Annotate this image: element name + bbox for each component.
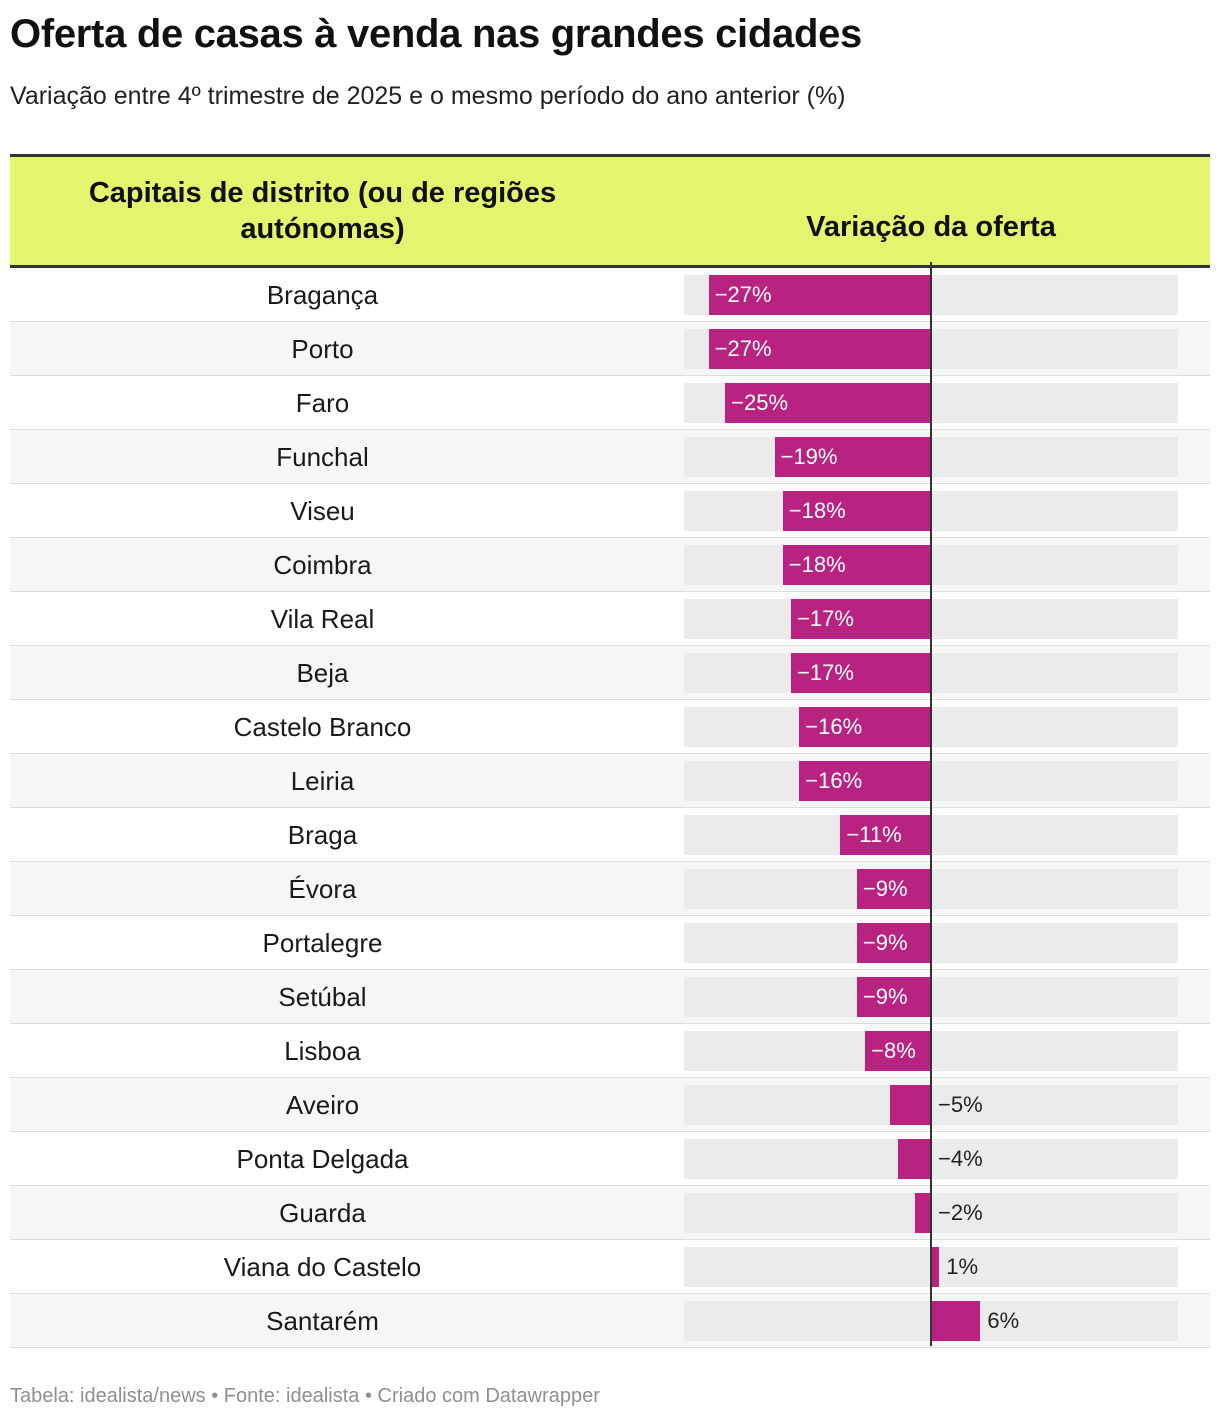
city-name: Viseu xyxy=(290,496,355,526)
value-label: −25% xyxy=(731,390,789,415)
table-row: Bragança −27% xyxy=(10,268,1210,322)
city-name: Funchal xyxy=(276,442,369,472)
city-name: Bragança xyxy=(266,280,379,310)
value-label: −17% xyxy=(797,660,854,685)
variation-bar xyxy=(782,491,931,531)
table-row: Beja −17% xyxy=(10,646,1210,700)
city-name: Ponta Delgada xyxy=(236,1144,409,1174)
variation-bar xyxy=(931,1247,940,1287)
column-header-variation[interactable]: Variação da oferta xyxy=(806,211,1056,243)
table-row: Porto −27% xyxy=(10,322,1210,376)
value-label: −5% xyxy=(938,1092,983,1117)
table-row: Braga −11% xyxy=(10,808,1210,862)
table-row: Aveiro −5% xyxy=(10,1078,1210,1132)
value-label: −27% xyxy=(714,282,772,307)
value-label: −27% xyxy=(714,336,772,361)
table-row: Leiria −16% xyxy=(10,754,1210,808)
value-label: −4% xyxy=(938,1146,983,1171)
variation-bar xyxy=(782,545,931,585)
value-label: −18% xyxy=(788,552,846,577)
value-label: −9% xyxy=(862,930,908,955)
variation-bar xyxy=(791,653,931,693)
table-header: Capitais de distrito (ou de regiões autó… xyxy=(10,154,1210,268)
value-label: −18% xyxy=(788,498,846,523)
city-name: Lisboa xyxy=(284,1036,361,1066)
city-name: Beja xyxy=(296,658,349,688)
variation-bar xyxy=(799,761,931,801)
city-name: Faro xyxy=(295,388,350,418)
footer-credits: Tabela: idealista/news • Fonte: idealist… xyxy=(10,1385,600,1407)
data-table: Capitais de distrito (ou de regiões autó… xyxy=(10,154,1210,1348)
variation-bar xyxy=(865,1031,931,1071)
value-label: 1% xyxy=(946,1254,979,1279)
variation-bar xyxy=(856,869,931,909)
table-row: Setúbal −9% xyxy=(10,970,1210,1024)
table-row: Funchal −19% xyxy=(10,430,1210,484)
variation-bar xyxy=(799,707,931,747)
value-label: −9% xyxy=(862,876,908,901)
table-row: Castelo Branco −16% xyxy=(10,700,1210,754)
city-name: Braga xyxy=(287,820,358,850)
city-name: Santarém xyxy=(266,1306,379,1336)
table-row: Lisboa −8% xyxy=(10,1024,1210,1078)
city-name: Setúbal xyxy=(278,982,367,1012)
bar-track: −25% xyxy=(684,383,1178,423)
table-row: Ponta Delgada −4% xyxy=(10,1132,1210,1186)
value-label: −16% xyxy=(805,714,863,739)
zero-baseline xyxy=(930,262,932,1346)
city-name: Vila Real xyxy=(270,604,375,634)
value-label: 6% xyxy=(987,1308,1020,1333)
value-label: −17% xyxy=(797,606,854,631)
value-label: −9% xyxy=(862,984,908,1009)
table-body: Bragança −27% Porto −27% Faro −25% Funchal −19%… xyxy=(10,268,1210,1348)
city-name: Portalegre xyxy=(262,928,383,958)
chart-title: Oferta de casas à venda nas grandes cida… xyxy=(10,12,862,56)
table-row: Évora −9% xyxy=(10,862,1210,916)
table-row: Viana do Castelo 1% xyxy=(10,1240,1210,1294)
table-row: Coimbra −18% xyxy=(10,538,1210,592)
variation-bar xyxy=(898,1139,931,1179)
city-name: Porto xyxy=(291,334,354,364)
variation-bar xyxy=(774,437,931,477)
table-row: Faro −25% xyxy=(10,376,1210,430)
city-name: Viana do Castelo xyxy=(223,1252,422,1282)
city-name: Leiria xyxy=(290,766,355,796)
variation-bar xyxy=(889,1085,931,1125)
value-label: −16% xyxy=(805,768,863,793)
city-name: Évora xyxy=(288,874,357,904)
variation-bar xyxy=(725,383,931,423)
value-label: −19% xyxy=(780,444,838,469)
variation-bar xyxy=(708,275,931,315)
table-row: Viseu −18% xyxy=(10,484,1210,538)
variation-bar xyxy=(931,1301,981,1341)
value-label: −11% xyxy=(846,822,902,847)
table-row: Vila Real −17% xyxy=(10,592,1210,646)
variation-bar xyxy=(856,977,931,1017)
variation-bar xyxy=(840,815,931,855)
city-name: Castelo Branco xyxy=(233,712,412,742)
city-name: Guarda xyxy=(279,1198,366,1228)
variation-bar xyxy=(914,1193,931,1233)
chart-subtitle: Variação entre 4º trimestre de 2025 e o … xyxy=(10,82,846,110)
variation-bar xyxy=(708,329,931,369)
city-name: Coimbra xyxy=(273,550,372,580)
table-row: Portalegre −9% xyxy=(10,916,1210,970)
variation-bar xyxy=(791,599,931,639)
table-row: Santarém 6% xyxy=(10,1294,1210,1348)
value-label: −8% xyxy=(871,1038,916,1063)
table-row: Guarda −2% xyxy=(10,1186,1210,1240)
value-label: −2% xyxy=(938,1200,983,1225)
column-header-city[interactable]: Capitais de distrito (ou de regiões autó… xyxy=(88,177,557,245)
variation-bar xyxy=(856,923,931,963)
city-name: Aveiro xyxy=(285,1090,360,1120)
